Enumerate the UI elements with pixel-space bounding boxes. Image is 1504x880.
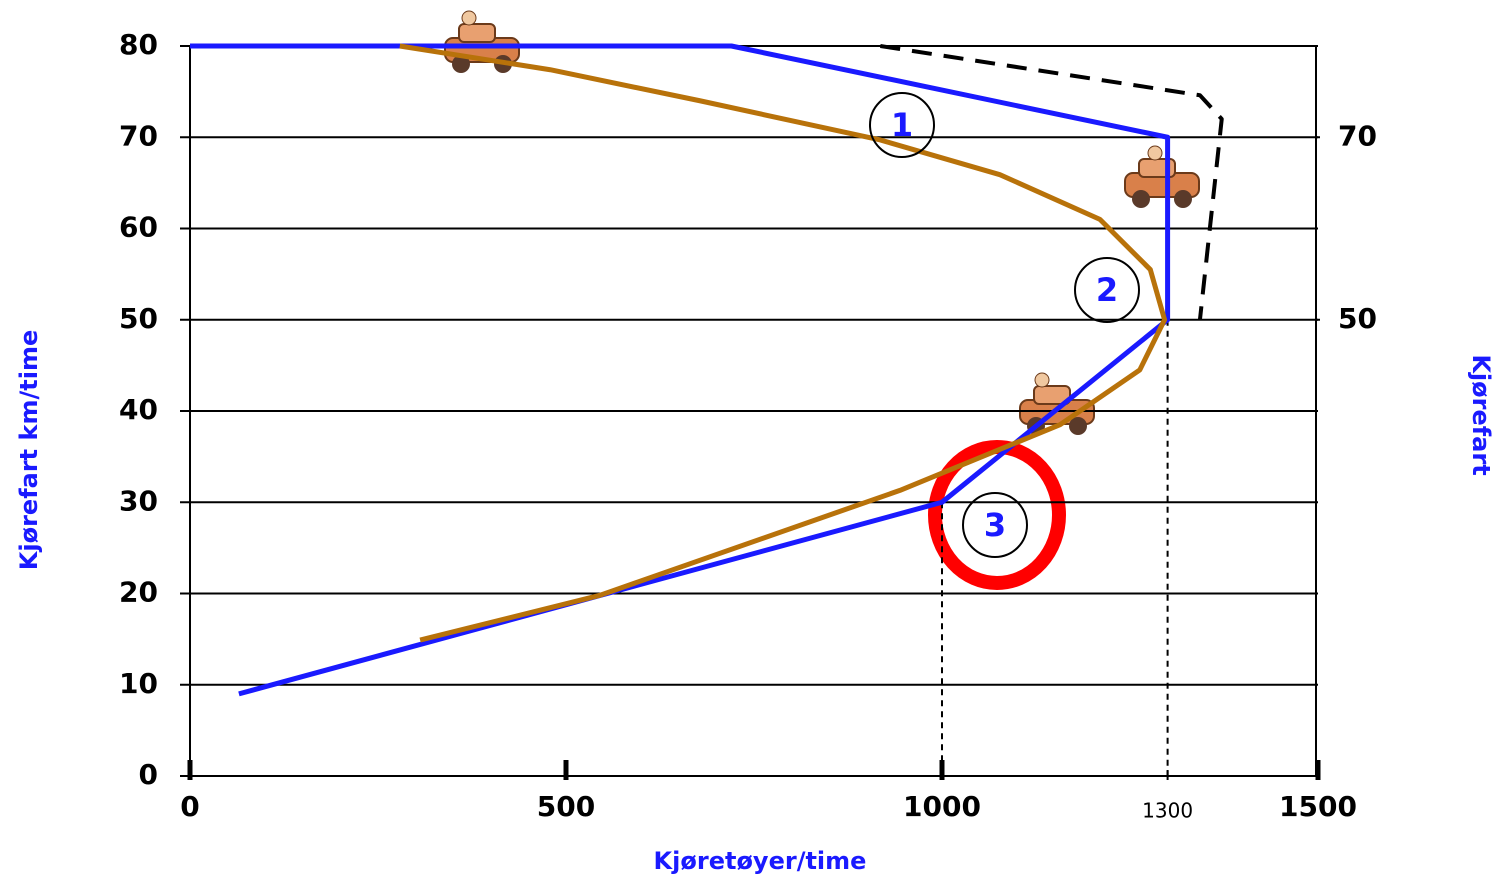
x-tick-label: 1000 [903, 790, 981, 823]
y2-tick-label: 70 [1338, 119, 1377, 152]
annotation: 3 [984, 506, 1006, 544]
x-tick-label: 1500 [1279, 790, 1357, 823]
y-tick-label: 70 [119, 119, 158, 152]
x-tick-label: 0 [180, 790, 199, 823]
y-tick-label: 10 [119, 667, 158, 700]
chart: Kjøretøyer/time Kjørefart km/time Kjøref… [0, 0, 1504, 880]
y-tick-label: 20 [119, 576, 158, 609]
y-tick-label: 50 [119, 302, 158, 335]
y-axis-label: Kjørefart km/time [15, 330, 43, 570]
y2-tick-label: 50 [1338, 302, 1377, 335]
y-tick-label: 30 [119, 484, 158, 517]
y-tick-label: 40 [119, 393, 158, 426]
y-tick-label: 0 [139, 758, 158, 791]
x-tick-label: 500 [537, 790, 595, 823]
y-tick-label: 60 [119, 211, 158, 244]
car-icon [1125, 146, 1199, 208]
annotation: 1 [891, 106, 913, 144]
annotation: 2 [1096, 271, 1118, 309]
x-axis-label: Kjøretøyer/time [654, 847, 867, 875]
x-tick-label: 1300 [1142, 799, 1193, 823]
y-tick-label: 80 [119, 28, 158, 61]
y2-axis-label: Kjørefart [1467, 354, 1495, 475]
series-line [190, 46, 1168, 694]
